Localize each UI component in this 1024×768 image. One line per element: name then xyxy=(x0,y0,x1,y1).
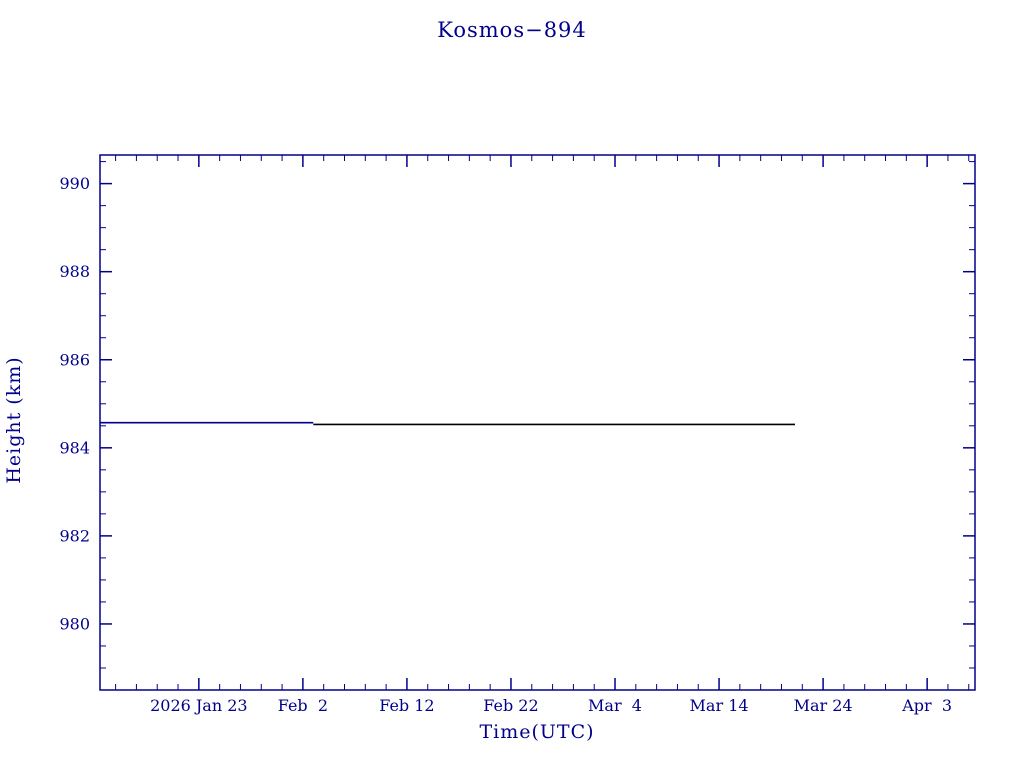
x-axis-label: Time(UTC) xyxy=(479,721,595,743)
x-tick-label: Feb 22 xyxy=(483,696,538,715)
chart-title: Kosmos−894 xyxy=(437,18,587,42)
y-tick-label: 984 xyxy=(59,438,90,457)
y-tick-label: 980 xyxy=(59,614,90,633)
y-tick-label: 986 xyxy=(59,350,90,369)
x-tick-label: Mar 4 xyxy=(588,696,642,715)
x-tick-label: Mar 24 xyxy=(794,696,853,715)
y-tick-label: 988 xyxy=(59,262,90,281)
x-tick-label: 2026 Jan 23 xyxy=(150,696,248,715)
x-tick-label: Feb 2 xyxy=(278,696,328,715)
x-tick-label: Feb 12 xyxy=(379,696,434,715)
y-tick-label: 990 xyxy=(59,174,90,193)
y-tick-label: 982 xyxy=(59,526,90,545)
x-tick-label: Mar 14 xyxy=(690,696,749,715)
x-tick-label: Apr 3 xyxy=(901,696,952,715)
